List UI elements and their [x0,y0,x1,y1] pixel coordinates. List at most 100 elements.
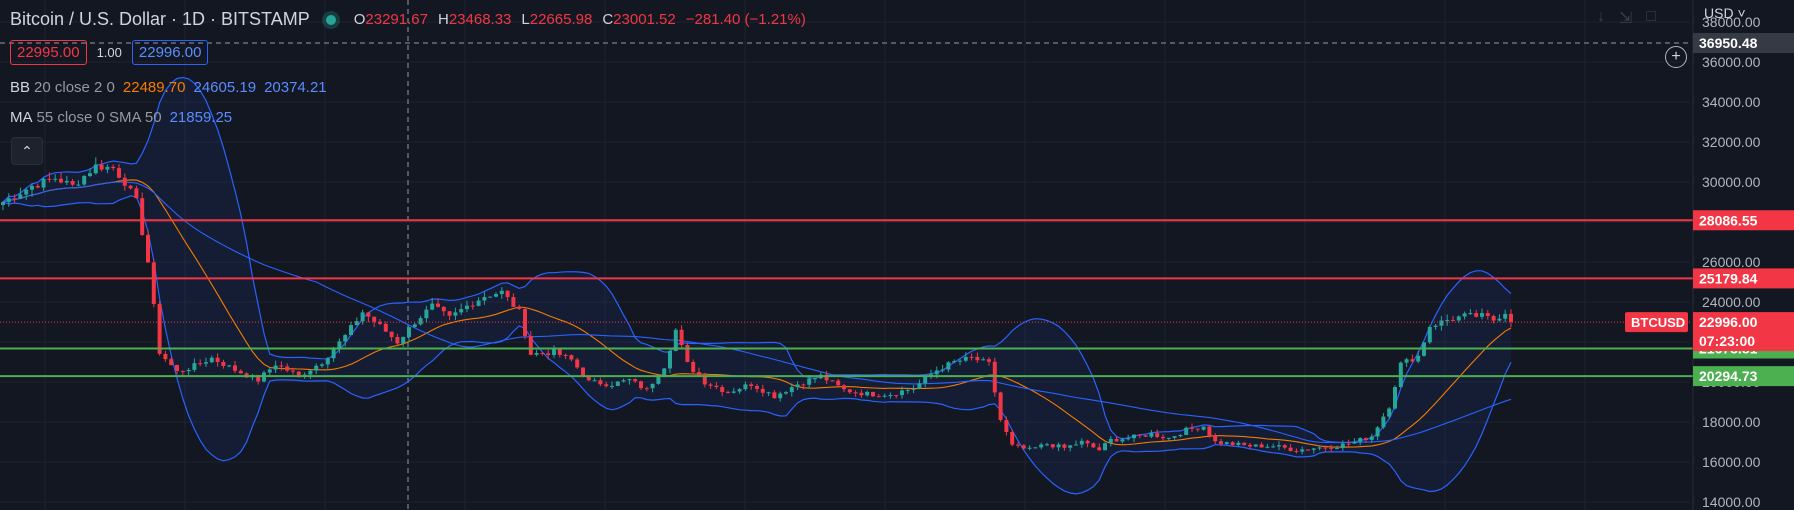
candle-body [459,309,464,313]
currency-label: USD [1704,5,1734,21]
quantity-value[interactable]: 1.00 [96,45,122,60]
y-tick-label: 34000.00 [1702,94,1761,110]
candle-body [227,365,232,367]
level-price-label-bg [1693,366,1794,387]
candle-body [93,164,98,174]
ma-name: MA [10,109,33,126]
candle-body [47,178,52,180]
candle-body [1474,313,1479,317]
candle-body [1062,444,1067,448]
candle-body [1375,427,1380,437]
candle-body [1387,408,1392,417]
buy-price-button[interactable]: 22996.00 [131,40,209,65]
candle-body [662,368,667,377]
sell-price-button[interactable]: 22995.00 [10,40,87,65]
candle-body [302,374,307,376]
candle-body [1265,446,1270,448]
candle-body [813,378,817,380]
candle-body [1178,435,1183,437]
candle-body [122,177,127,186]
candle-body [546,353,551,355]
collapse-legend-button[interactable]: ⌃ [11,137,43,165]
candle-body [1068,445,1073,448]
candle-body [285,366,290,371]
level-price-label-bg [1693,210,1794,231]
candle-body [395,337,400,344]
candle-body [1085,440,1090,444]
candle-body [1259,444,1264,448]
candle-body [1172,436,1177,438]
candle-body [923,376,928,384]
bb-legend[interactable]: BB 20 close 2 0 22489.70 24605.19 20374.21 [10,79,335,96]
candle-body [940,369,945,371]
candle-body [482,296,487,301]
candle-body [534,352,539,355]
bb-basis-value: 22489.70 [122,79,186,96]
candle-body [296,371,301,376]
candle-body [714,385,719,388]
candle-body [105,166,110,170]
candle-body [1149,433,1154,437]
candle-body [1161,436,1165,439]
candle-body [1039,444,1044,448]
candle-body [784,392,788,394]
candle-body [1451,320,1455,322]
candle-body [987,359,991,362]
candle-body [1509,313,1513,322]
candle-body [1485,313,1490,317]
candle-body [1445,320,1450,322]
add-alert-icon[interactable]: + [1665,46,1687,68]
candle-body [1398,362,1403,388]
candle-body [1132,434,1136,439]
window-icon[interactable]: □ [1646,8,1657,25]
candle-body [343,335,348,342]
candle-body [807,378,812,385]
ma-legend[interactable]: MA 55 close 0 SMA 50 21859.25 [10,109,240,126]
countdown-label-bg [1693,331,1794,352]
candle-body [70,180,75,185]
candle-body [621,380,626,382]
candle-body [407,327,411,337]
candle-body [1433,325,1438,327]
bb-lower-line [2,195,1512,495]
candle-body [1404,359,1409,363]
candle-body [1294,450,1299,452]
candle-body [424,309,429,319]
candle-body [1410,359,1415,362]
candle-body [175,365,179,372]
candle-body [836,380,841,386]
crosshair-price-label: 36950.48 [1699,35,1758,51]
ma-params: 55 close 0 SMA 50 [36,109,162,126]
expand-icon[interactable]: ⇲ [1619,10,1633,27]
candle-body [378,321,382,324]
candle-body [557,349,562,355]
candle-body [76,184,81,186]
candle-body [1137,434,1142,436]
candle-body [552,349,556,355]
candle-body [511,297,516,307]
candle-body [1166,437,1171,439]
candle-body [702,376,707,385]
last-price-label-bg [1693,312,1794,333]
symbol-title[interactable]: Bitcoin / U.S. Dollar · 1D · BITSTAMP [10,9,310,29]
candle-body [99,164,104,170]
candle-body [900,390,904,396]
currency-selector[interactable]: USD ˅ [1704,5,1746,21]
candle-body [470,305,475,307]
candle-body [267,369,272,373]
candle-body [743,384,748,390]
candle-body [1335,448,1339,450]
candle-body [180,371,185,373]
candle-body [198,363,203,365]
bb-upper-value: 24605.19 [193,79,257,96]
candle-body [1213,435,1218,442]
candle-body [476,300,481,306]
candle-body [453,312,458,316]
candle-body [650,383,655,389]
candle-body [1282,445,1287,448]
candle-body [1340,443,1345,449]
y-tick-label: 32000.00 [1702,134,1761,150]
arrow-down-icon[interactable]: ↓ [1597,8,1605,25]
crosshair-price-label-bg [1693,32,1794,53]
